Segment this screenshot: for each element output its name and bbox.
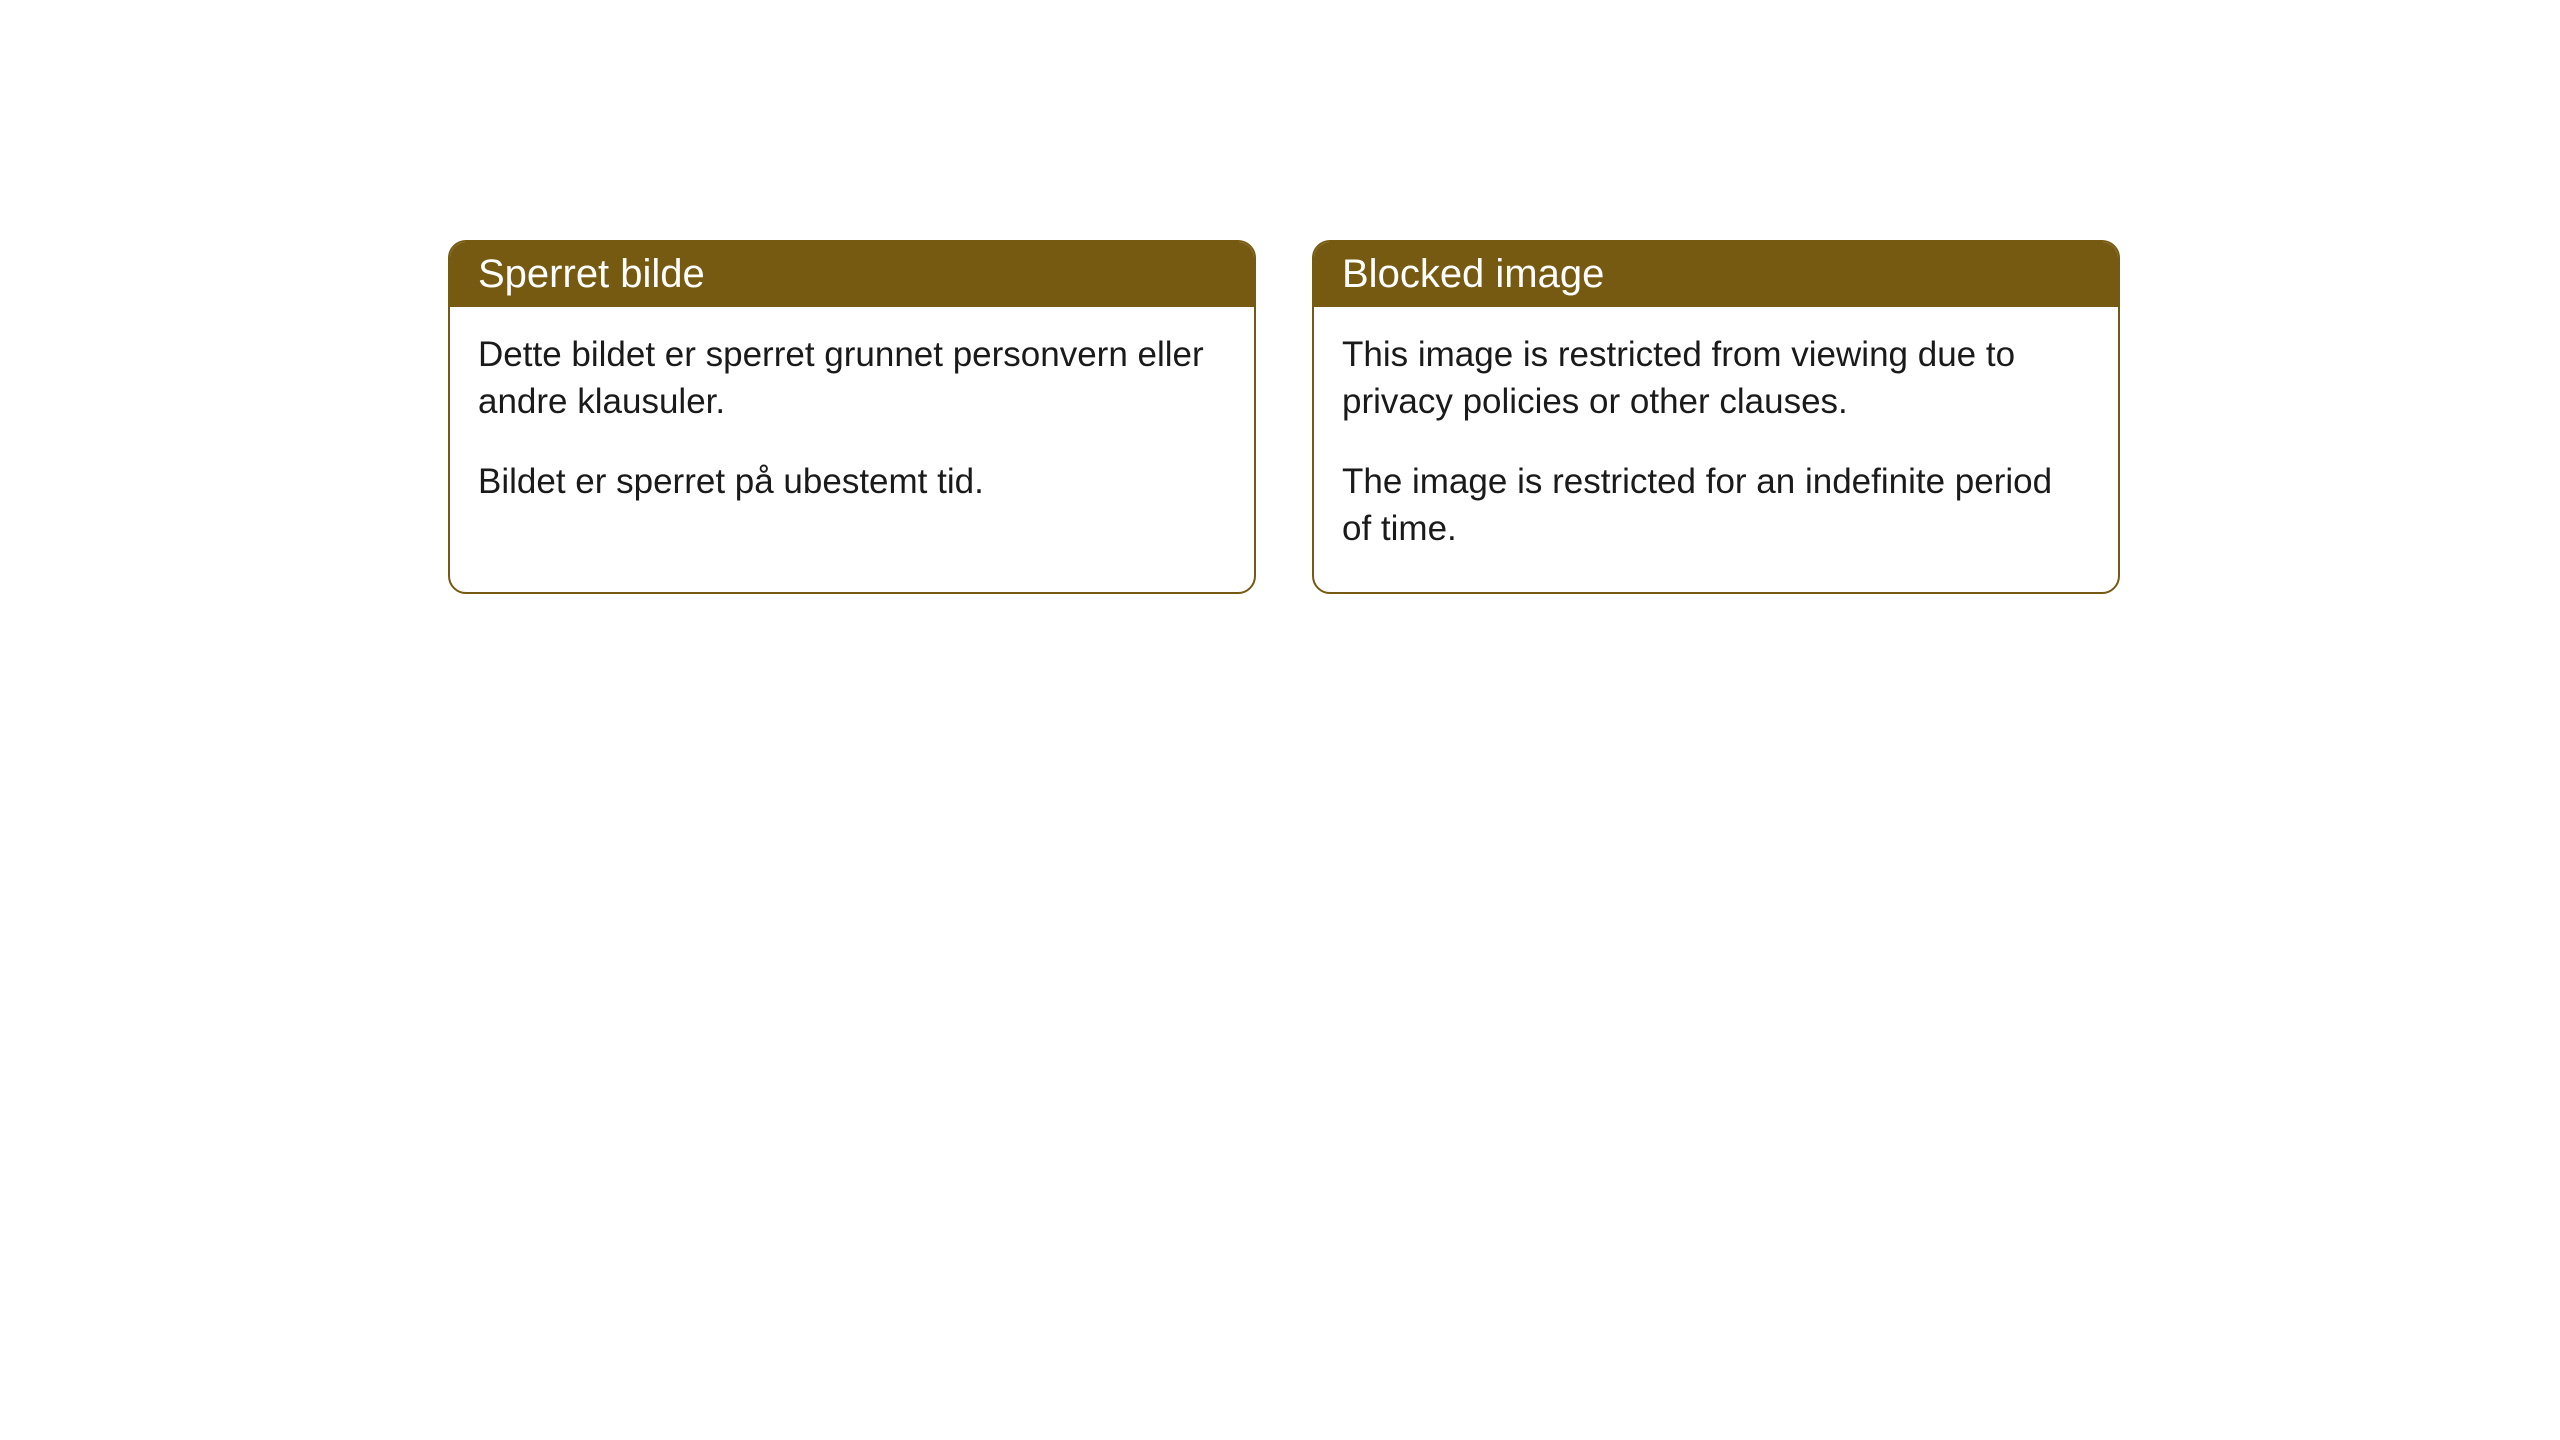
card-title-english: Blocked image [1342,252,1604,296]
notice-cards-container: Sperret bilde Dette bildet er sperret gr… [448,240,2560,594]
card-paragraph-1-english: This image is restricted from viewing du… [1342,331,2090,426]
card-header-english: Blocked image [1314,242,2118,307]
blocked-image-card-english: Blocked image This image is restricted f… [1312,240,2120,594]
card-body-english: This image is restricted from viewing du… [1314,307,2118,592]
card-body-norwegian: Dette bildet er sperret grunnet personve… [450,307,1254,545]
card-paragraph-2-english: The image is restricted for an indefinit… [1342,458,2090,553]
card-title-norwegian: Sperret bilde [478,252,705,296]
card-paragraph-2-norwegian: Bildet er sperret på ubestemt tid. [478,458,1226,505]
blocked-image-card-norwegian: Sperret bilde Dette bildet er sperret gr… [448,240,1256,594]
card-paragraph-1-norwegian: Dette bildet er sperret grunnet personve… [478,331,1226,426]
card-header-norwegian: Sperret bilde [450,242,1254,307]
